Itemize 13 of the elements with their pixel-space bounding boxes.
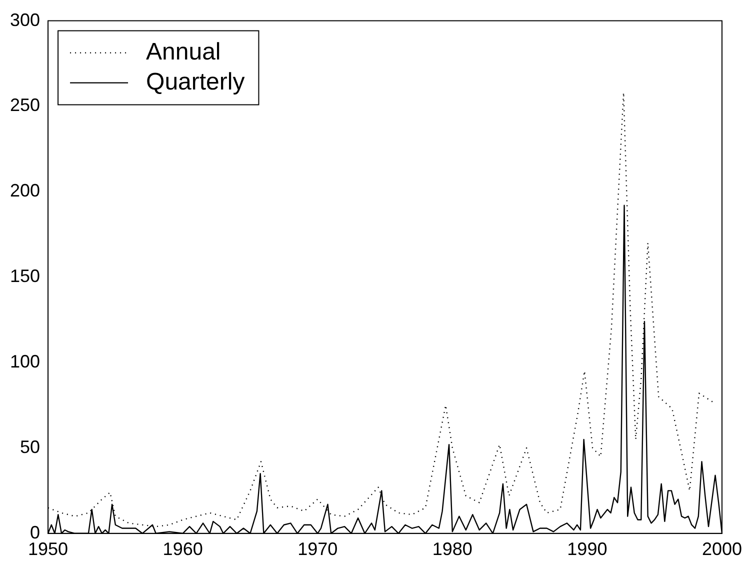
y-tick-label: 50 — [20, 436, 40, 457]
legend-label: Annual — [146, 38, 221, 66]
legend-label: Quarterly — [146, 68, 245, 96]
x-tick-label: 2000 — [702, 539, 742, 560]
y-tick-label: 250 — [10, 95, 40, 116]
x-tick-label: 1970 — [298, 539, 338, 560]
y-tick-label: 150 — [10, 266, 40, 286]
y-tick-label: 300 — [10, 10, 40, 30]
x-tick-label: 1960 — [162, 539, 203, 560]
x-tick-label: 1990 — [567, 539, 608, 560]
y-tick-label: 200 — [10, 180, 40, 201]
x-tick-label: 1980 — [432, 539, 472, 560]
y-tick-label: 100 — [10, 352, 40, 372]
